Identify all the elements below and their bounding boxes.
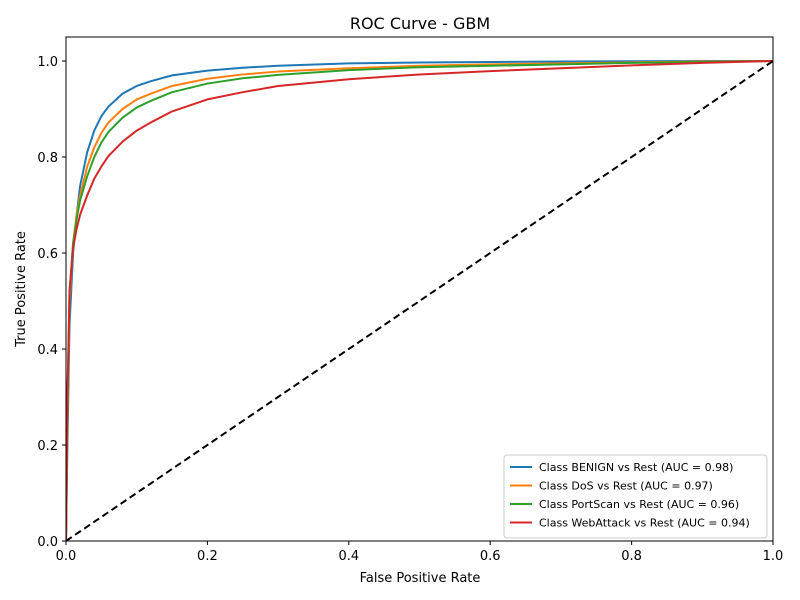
legend-box — [503, 454, 768, 539]
x-tick-label: 0.4 — [338, 549, 359, 564]
x-tick-label: 1.0 — [763, 549, 784, 564]
y-axis-ticks: 0.0 0.2 0.4 0.6 0.8 1.0 — [37, 55, 66, 550]
x-axis-ticks: 0.0 0.2 0.4 0.6 0.8 1.0 — [56, 541, 784, 564]
y-tick-label: 0.4 — [37, 343, 58, 358]
legend-label-1: Class DoS vs Rest (AUC = 0.97) — [539, 480, 713, 493]
plot-frame — [65, 36, 774, 542]
series-line-2 — [66, 60, 773, 541]
series-line-3 — [66, 60, 773, 541]
y-tick-label: 0.0 — [37, 535, 58, 550]
legend: Class BENIGN vs Rest (AUC = 0.98) Class D… — [503, 454, 768, 539]
y-tick-label: 1.0 — [37, 55, 58, 70]
legend-label-0: Class BENIGN vs Rest (AUC = 0.98) — [539, 461, 733, 474]
legend-label-2: Class PortScan vs Rest (AUC = 0.96) — [539, 498, 739, 511]
legend-label-3: Class WebAttack vs Rest (AUC = 0.94) — [539, 517, 750, 530]
y-tick-label: 0.8 — [37, 151, 58, 166]
y-axis-label: True Positive Rate — [14, 231, 29, 348]
x-tick-label: 0.2 — [197, 549, 218, 564]
y-tick-label: 0.2 — [37, 439, 58, 454]
x-tick-label: 0.8 — [621, 549, 642, 564]
x-tick-label: 0.6 — [480, 549, 501, 564]
x-axis-label: False Positive Rate — [360, 571, 481, 586]
x-tick-label: 0.0 — [56, 549, 77, 564]
plot-area — [65, 36, 774, 542]
series-group — [66, 60, 773, 541]
chart-title: ROC Curve - GBM — [350, 14, 490, 33]
y-tick-label: 0.6 — [37, 247, 58, 262]
